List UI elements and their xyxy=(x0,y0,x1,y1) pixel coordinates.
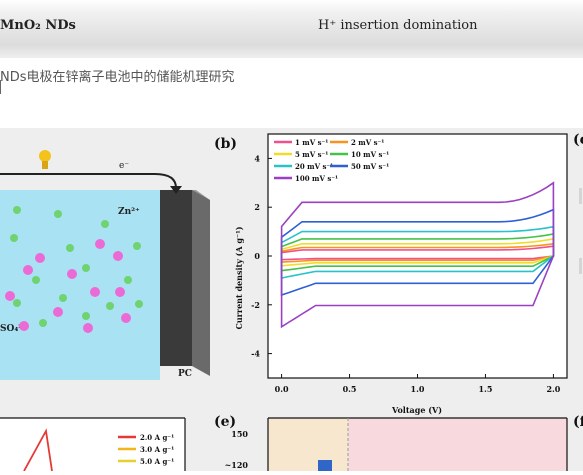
caption-marker xyxy=(0,80,4,94)
panel-f-label: (f xyxy=(573,414,583,430)
y-tick-label: 2 xyxy=(254,202,260,212)
panel-b: (b) 0.0 0.5 1.0 1.5 2.0 4 2 0 -2 -4 1 mV s⁻¹ 2 mV … xyxy=(214,133,568,415)
zn-ion-label: Zn²⁺ xyxy=(118,207,140,217)
zn-ion xyxy=(113,251,123,261)
collector-label: PC xyxy=(178,369,192,379)
so4-ion xyxy=(106,302,114,310)
legend-entry: 5 mV s⁻¹ xyxy=(295,150,328,159)
band-right-text: H⁺ insertion domination xyxy=(318,18,478,33)
so4-ion xyxy=(66,244,74,252)
so4-ion xyxy=(59,294,67,302)
x-tick-label: 0.5 xyxy=(343,384,357,394)
panel-e-label: (e) xyxy=(214,414,236,430)
panel-b-label: (b) xyxy=(214,136,237,152)
panel-d-bg xyxy=(0,418,185,473)
figure-svg: e⁻ Zn²⁺ SO₄²⁻ PC xyxy=(0,132,583,473)
axis-ticks: 0.0 0.5 1.0 1.5 2.0 4 2 0 -2 -4 xyxy=(251,153,561,394)
chart-legend: 1 mV s⁻¹ 2 mV s⁻¹ 5 mV s⁻¹ 10 mV s⁻¹ 20 mV s… xyxy=(274,138,389,183)
figure-area: e⁻ Zn²⁺ SO₄²⁻ PC xyxy=(0,128,583,473)
x-tick-label: 1.0 xyxy=(411,384,425,394)
cv-curves xyxy=(280,181,555,329)
so4-label: SO₄²⁻ xyxy=(0,324,27,334)
ions xyxy=(5,206,143,333)
x-tick-label: 1.5 xyxy=(478,384,492,394)
legend-entry: 2.0 A g⁻¹ xyxy=(140,433,174,442)
zn-ion xyxy=(19,321,29,331)
band-left-text: MnO₂ NDs xyxy=(0,18,76,33)
zn-ion xyxy=(95,239,105,249)
x-tick-label: 2.0 xyxy=(546,384,560,394)
so4-ion xyxy=(13,206,21,214)
so4-ion xyxy=(13,299,21,307)
y-tick-label: 4 xyxy=(254,153,260,163)
legend-entry: 100 mV s⁻¹ xyxy=(295,174,338,183)
panel-c-fragment xyxy=(579,258,582,274)
panel-c-label: (c xyxy=(573,132,583,148)
panel-a: e⁻ Zn²⁺ SO₄²⁻ PC xyxy=(0,150,210,380)
panel-d-legend: 2.0 A g⁻¹ 3.0 A g⁻¹ 5.0 A g⁻¹ xyxy=(118,433,174,466)
circuit-wire xyxy=(0,173,177,189)
zn-ion xyxy=(23,265,33,275)
zn-ion xyxy=(90,287,100,297)
so4-ion xyxy=(32,276,40,284)
legend-entry: 10 mV s⁻¹ xyxy=(351,150,389,159)
previous-slide-band: MnO₂ NDs H⁺ insertion domination xyxy=(0,0,583,58)
legend-entry: 3.0 A g⁻¹ xyxy=(140,445,174,454)
legend-entry: 2 mV s⁻¹ xyxy=(351,138,384,147)
current-collector xyxy=(160,190,192,366)
y-tick-label: -4 xyxy=(251,349,260,359)
panel-e: (e) 150 ~120 xyxy=(214,414,568,471)
so4-ion xyxy=(82,312,90,320)
legend-entry: 20 mV s⁻¹ xyxy=(295,162,333,171)
zn-ion xyxy=(115,287,125,297)
y-tick-label: 0 xyxy=(254,251,260,261)
figure-caption: NDs电极在锌离子电池中的储能机理研究 xyxy=(0,66,235,85)
zn-ion xyxy=(5,291,15,301)
panel-e-ytick: 150 xyxy=(231,429,248,439)
legend-entry: 50 mV s⁻¹ xyxy=(351,162,389,171)
so4-ion xyxy=(133,242,141,250)
so4-ion xyxy=(135,300,143,308)
caption-text: NDs电极在锌离子电池中的储能机理研究 xyxy=(0,70,235,85)
x-tick-label: 0.0 xyxy=(275,384,289,394)
zn-ion xyxy=(83,323,93,333)
so4-ion xyxy=(39,319,47,327)
cv-series-line xyxy=(280,181,555,329)
zn-ion xyxy=(35,253,45,263)
legend-entry: 1 mV s⁻¹ xyxy=(295,138,328,147)
zn-ion xyxy=(67,269,77,279)
x-axis-label: Voltage (V) xyxy=(391,405,442,415)
charge-discharge-curve xyxy=(23,428,53,472)
panel-e-ytick: ~120 xyxy=(225,460,249,470)
bulb-icon xyxy=(39,150,51,162)
so4-ion xyxy=(124,276,132,284)
so4-ion xyxy=(10,234,18,242)
legend-entry: 5.0 A g⁻¹ xyxy=(140,457,174,466)
panel-d: 2.0 A g⁻¹ 3.0 A g⁻¹ 5.0 A g⁻¹ xyxy=(0,417,186,473)
arrow-head-icon xyxy=(170,186,182,194)
data-bar xyxy=(318,460,332,471)
y-tick-label: -2 xyxy=(251,300,260,310)
electrolyte-region xyxy=(0,190,160,380)
bulb-base xyxy=(42,161,48,169)
collector-side xyxy=(192,190,210,376)
region-zn xyxy=(348,418,567,471)
panel-b-bg xyxy=(268,134,567,378)
zn-ion xyxy=(121,313,131,323)
panel-c-fragment xyxy=(579,188,582,204)
y-axis-label: Current density (A g⁻¹) xyxy=(234,226,244,329)
so4-ion xyxy=(54,210,62,218)
electron-label: e⁻ xyxy=(119,161,129,171)
zn-ion xyxy=(53,307,63,317)
region-h xyxy=(268,418,348,471)
so4-ion xyxy=(101,220,109,228)
so4-ion xyxy=(82,264,90,272)
